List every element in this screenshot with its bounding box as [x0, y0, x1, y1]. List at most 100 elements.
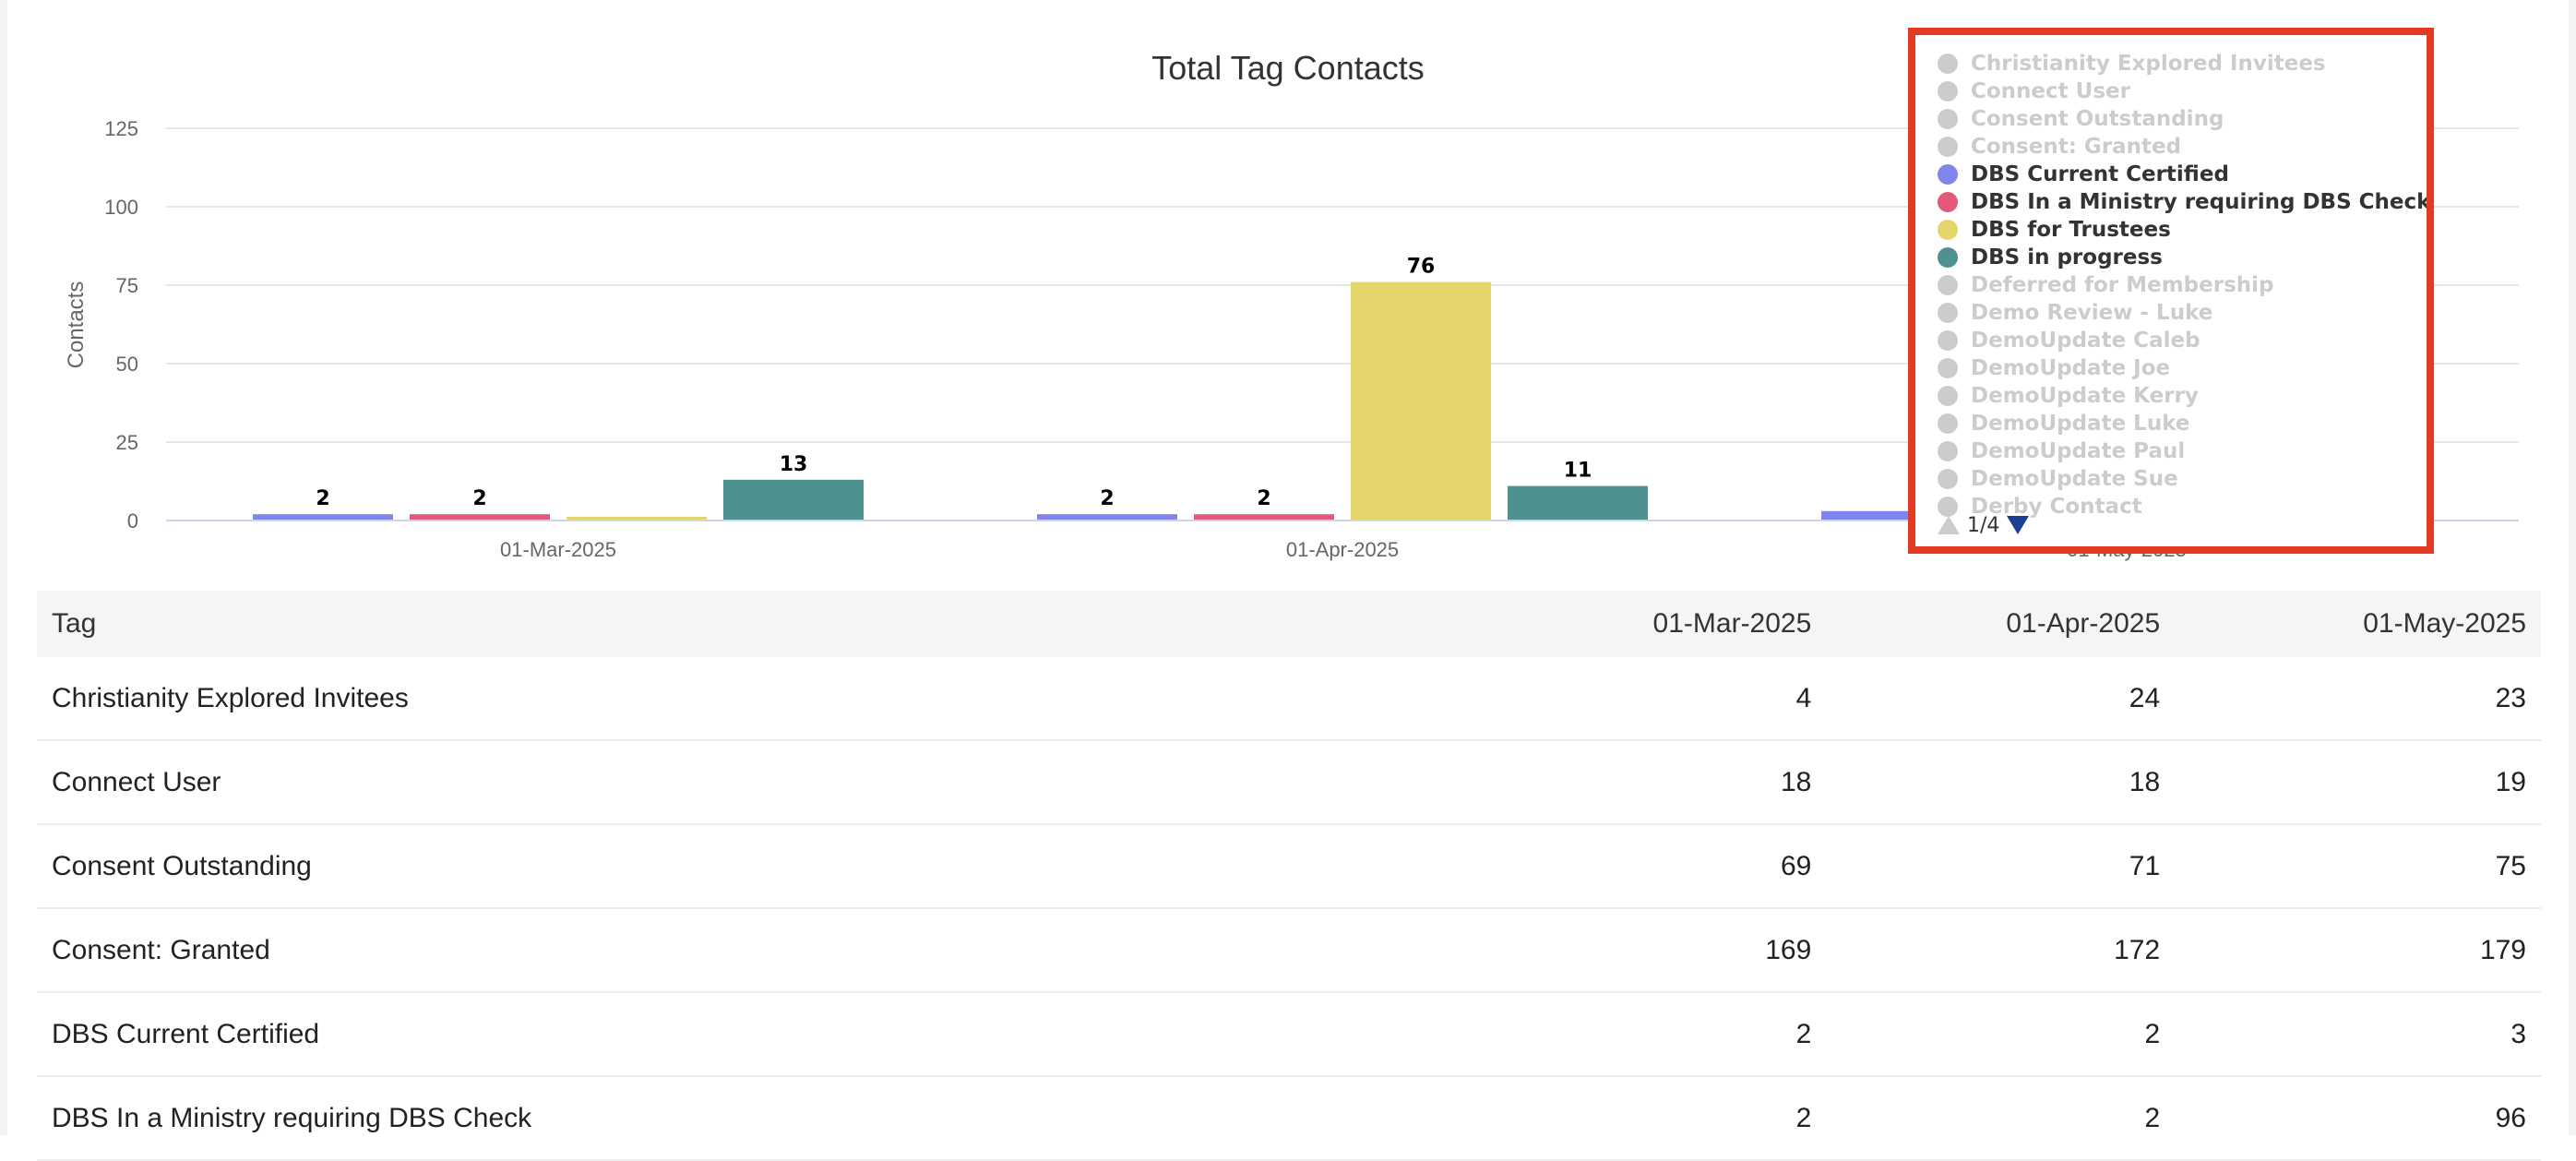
legend-item[interactable]: DemoUpdate Caleb: [1938, 327, 2200, 354]
legend-label: Connect User: [1971, 79, 2130, 103]
x-tick-label: 01-Mar-2025: [500, 538, 616, 561]
bar[interactable]: [1037, 514, 1177, 521]
table-row: Christianity Explored Invitees 4 24 23: [37, 657, 2541, 741]
data-label: 13: [780, 453, 808, 476]
legend-label: DBS In a Ministry requiring DBS Check: [1971, 190, 2427, 214]
legend-item[interactable]: DBS for Trustees: [1938, 216, 2171, 244]
header-mar[interactable]: 01-Mar-2025: [1469, 591, 1827, 657]
legend-dot-icon: [1938, 303, 1958, 323]
legend-item[interactable]: Demo Review - Luke: [1938, 299, 2212, 327]
value-cell: 24: [1826, 657, 2176, 741]
value-cell: 172: [1826, 908, 2176, 993]
legend-dot-icon: [1938, 164, 1958, 185]
tag-cell: DBS Current Certified: [37, 992, 1469, 1077]
legend-dot-icon: [1938, 386, 1958, 406]
legend-item[interactable]: DBS in progress: [1938, 244, 2163, 271]
value-cell: 23: [2175, 657, 2541, 741]
legend-dot-icon: [1938, 192, 1958, 212]
bar[interactable]: [253, 514, 393, 521]
page-edge-left: [0, 0, 7, 1135]
legend-item[interactable]: DBS Current Certified: [1938, 161, 2229, 188]
legend-item[interactable]: Deferred for Membership: [1938, 271, 2273, 299]
legend-item[interactable]: Connect User: [1938, 78, 2130, 105]
bar[interactable]: [1821, 510, 1962, 521]
legend-dot-icon: [1938, 109, 1958, 129]
legend-item[interactable]: Christianity Explored Invitees: [1938, 50, 2326, 78]
legend-label: Christianity Explored Invitees: [1971, 52, 2326, 76]
value-cell: 3: [2175, 992, 2541, 1077]
data-label: 2: [1257, 487, 1270, 510]
data-labels: 2 2 13 2 2 76 11: [314, 254, 1593, 513]
legend-label: DemoUpdate Joe: [1971, 356, 2171, 380]
value-cell: 2: [1469, 1076, 1827, 1161]
bar[interactable]: [566, 517, 707, 521]
table-row: Connect User 18 18 19: [37, 740, 2541, 825]
legend-item[interactable]: DBS In a Ministry requiring DBS Check: [1938, 188, 2427, 216]
legend-page-indicator: 1/4: [1967, 513, 2000, 537]
value-cell: 71: [1826, 824, 2176, 909]
y-tick-label: 0: [127, 509, 138, 533]
tag-table-container: Tag 01-Mar-2025 01-Apr-2025 01-May-2025 …: [37, 591, 2541, 1161]
legend-item[interactable]: Derby Contact: [1938, 493, 2142, 521]
bar[interactable]: [723, 479, 864, 521]
y-tick-label: 50: [116, 353, 138, 376]
table-row: Consent: Granted 169 172 179: [37, 908, 2541, 993]
legend-panel: Christianity Explored Invitees Connect Us…: [1908, 28, 2434, 554]
legend-label: DemoUpdate Kerry: [1971, 384, 2199, 408]
data-label: 2: [472, 487, 486, 510]
legend-next-arrow-icon[interactable]: [2007, 516, 2030, 534]
value-cell: 69: [1469, 824, 1827, 909]
legend-item[interactable]: DemoUpdate Kerry: [1938, 382, 2199, 410]
chart-container: 2 2 13 2 2 76 11 0 25 50 75 100 125 01-Mar-2025 01-Ap…: [37, 0, 2539, 572]
value-cell: 4: [1469, 657, 1827, 741]
legend-item[interactable]: Consent: Granted: [1938, 133, 2181, 161]
header-tag[interactable]: Tag: [37, 591, 1469, 657]
chart-title: Total Tag Contacts: [1151, 49, 1425, 87]
value-cell: 18: [1826, 740, 2176, 825]
legend-dot-icon: [1938, 81, 1958, 102]
bar-marks: [253, 219, 2118, 521]
legend-item[interactable]: Consent Outstanding: [1938, 105, 2224, 133]
bar[interactable]: [1194, 514, 1334, 521]
page-edge-right: [2569, 0, 2576, 1135]
legend-item[interactable]: DemoUpdate Joe: [1938, 354, 2170, 382]
table-header-row: Tag 01-Mar-2025 01-Apr-2025 01-May-2025: [37, 591, 2541, 657]
legend-dot-icon: [1938, 358, 1958, 378]
data-label: 2: [316, 487, 329, 510]
legend-label: Demo Review - Luke: [1971, 301, 2213, 325]
y-tick-label: 100: [104, 196, 138, 219]
tag-table: Tag 01-Mar-2025 01-Apr-2025 01-May-2025 …: [37, 591, 2541, 1161]
value-cell: 169: [1469, 908, 1827, 993]
table-row: Consent Outstanding 69 71 75: [37, 824, 2541, 909]
legend-label: DemoUpdate Sue: [1971, 467, 2178, 491]
legend-label: DBS in progress: [1971, 245, 2163, 269]
data-label: 76: [1407, 256, 1436, 279]
legend-item[interactable]: DemoUpdate Luke: [1938, 410, 2190, 437]
table-row: DBS In a Ministry requiring DBS Check 2 …: [37, 1076, 2541, 1161]
legend-dot-icon: [1938, 275, 1958, 295]
legend-label: Derby Contact: [1971, 495, 2142, 519]
legend-label: DBS for Trustees: [1971, 218, 2171, 242]
legend-label: Consent: Granted: [1971, 135, 2182, 159]
value-cell: 96: [2175, 1076, 2541, 1161]
legend-label: DemoUpdate Paul: [1971, 439, 2186, 463]
table-row: DBS Current Certified 2 2 3: [37, 992, 2541, 1077]
legend-item[interactable]: DemoUpdate Paul: [1938, 437, 2185, 465]
legend-item[interactable]: DemoUpdate Sue: [1938, 465, 2178, 493]
bar[interactable]: [1351, 281, 1491, 521]
tag-cell: Consent Outstanding: [37, 824, 1469, 909]
tag-cell: Connect User: [37, 740, 1469, 825]
header-apr[interactable]: 01-Apr-2025: [1826, 591, 2176, 657]
legend-label: DBS Current Certified: [1971, 162, 2229, 186]
value-cell: 2: [1826, 1076, 2176, 1161]
bar[interactable]: [1508, 485, 1648, 521]
legend-prev-arrow-icon[interactable]: [1938, 516, 1960, 534]
header-may[interactable]: 01-May-2025: [2175, 591, 2541, 657]
y-tick-label: 125: [104, 117, 138, 140]
tag-cell: DBS In a Ministry requiring DBS Check: [37, 1076, 1469, 1161]
legend-list: Christianity Explored Invitees Connect Us…: [1915, 50, 2427, 539]
legend-dot-icon: [1938, 469, 1958, 489]
legend-dot-icon: [1938, 441, 1958, 461]
legend-dot-icon: [1938, 413, 1958, 434]
bar[interactable]: [410, 514, 550, 521]
